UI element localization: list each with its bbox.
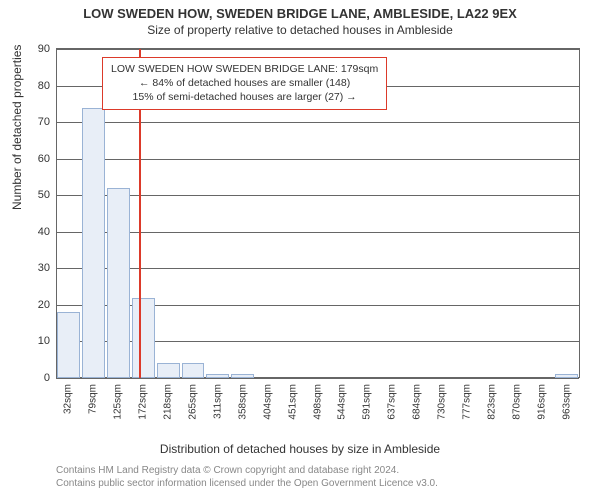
x-axis-label: Distribution of detached houses by size … [0,442,600,456]
x-tick-label: 730sqm [437,384,448,420]
bar-slot: 916sqm [529,49,554,378]
bar-slot: 777sqm [455,49,480,378]
x-tick-label: 311sqm [212,384,223,419]
x-tick-label: 358sqm [237,384,248,420]
bar-slot: 823sqm [479,49,504,378]
histogram-bar [182,363,205,378]
x-tick-label: 637sqm [387,384,398,420]
histogram-bar [57,312,80,378]
page-title: LOW SWEDEN HOW, SWEDEN BRIDGE LANE, AMBL… [0,6,600,21]
x-tick-label: 172sqm [138,384,149,420]
y-axis-label: Number of detached properties [10,45,24,210]
x-tick-label: 591sqm [362,384,373,420]
y-tick-label: 20 [38,299,50,311]
bar-slot: 870sqm [504,49,529,378]
page-subtitle: Size of property relative to detached ho… [0,23,600,37]
x-tick-label: 451sqm [287,384,298,420]
gridline [56,378,579,379]
x-tick-label: 265sqm [187,384,198,420]
bar-slot: 730sqm [430,49,455,378]
y-tick-label: 40 [38,226,50,238]
x-tick-label: 777sqm [461,384,472,420]
histogram-bar [132,298,155,378]
attribution-line: Contains HM Land Registry data © Crown c… [56,464,438,477]
attribution-text: Contains HM Land Registry data © Crown c… [56,464,438,490]
x-tick-label: 218sqm [163,384,174,420]
y-tick-label: 50 [38,189,50,201]
x-tick-label: 963sqm [561,384,572,420]
x-tick-label: 916sqm [536,384,547,420]
y-tick-label: 10 [38,335,50,347]
property-callout: LOW SWEDEN HOW SWEDEN BRIDGE LANE: 179sq… [102,57,387,110]
x-tick-label: 544sqm [337,384,348,420]
histogram-bar [157,363,180,378]
x-tick-label: 404sqm [262,384,273,420]
histogram-bar [555,374,578,378]
x-tick-label: 823sqm [486,384,497,420]
bar-slot: 963sqm [554,49,579,378]
callout-line: ← 84% of detached houses are smaller (14… [111,76,378,90]
x-tick-label: 32sqm [63,384,74,414]
y-tick-label: 90 [38,43,50,55]
histogram-bar [82,108,105,379]
y-tick-label: 60 [38,153,50,165]
y-tick-label: 30 [38,262,50,274]
histogram-bar [231,374,254,378]
y-tick-label: 0 [44,372,50,384]
x-tick-label: 79sqm [88,384,99,414]
y-tick-label: 80 [38,80,50,92]
histogram-bar [206,374,229,378]
callout-line: 15% of semi-detached houses are larger (… [111,90,378,104]
attribution-line: Contains public sector information licen… [56,477,438,490]
chart-plot-area: 010203040506070809032sqm79sqm125sqm172sq… [56,48,580,378]
y-tick-label: 70 [38,116,50,128]
x-tick-label: 684sqm [412,384,423,420]
bar-slot: 32sqm [56,49,81,378]
histogram-bar [107,188,130,378]
x-tick-label: 870sqm [511,384,522,420]
callout-line: LOW SWEDEN HOW SWEDEN BRIDGE LANE: 179sq… [111,62,378,76]
bar-slot: 684sqm [405,49,430,378]
x-tick-label: 498sqm [312,384,323,420]
x-tick-label: 125sqm [113,384,124,420]
